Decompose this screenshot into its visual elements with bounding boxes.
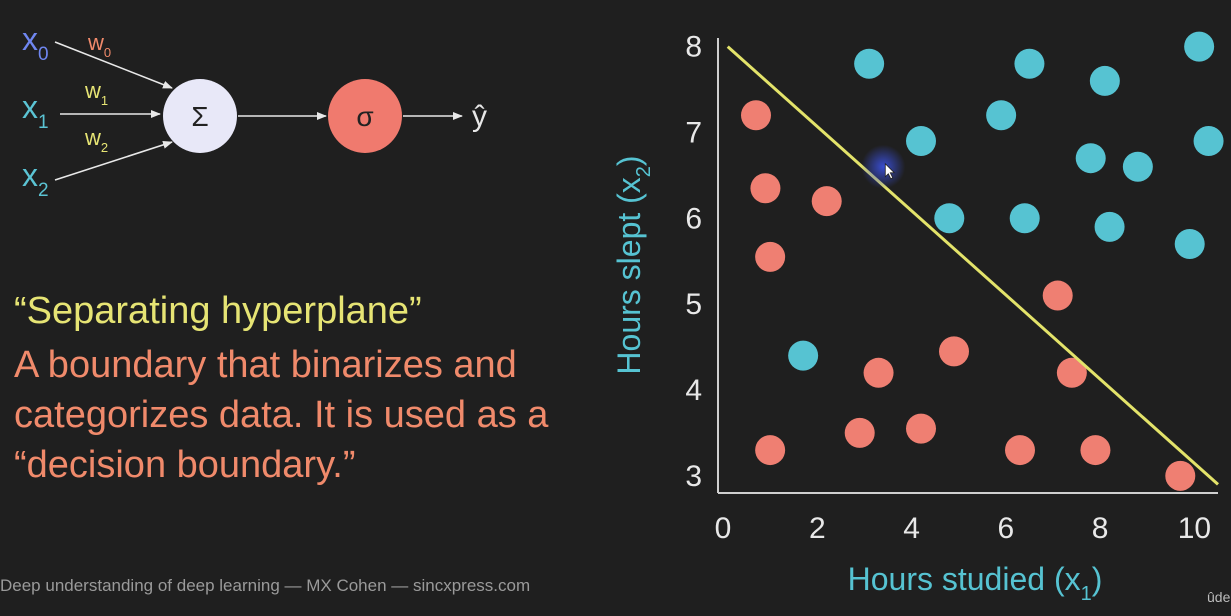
mouse-pointer-icon bbox=[884, 162, 896, 180]
y-tick-label: 3 bbox=[685, 460, 702, 493]
data-point-0-0 bbox=[854, 48, 885, 79]
x-tick-labels: 0 2 4 6 8 10 bbox=[715, 512, 1211, 545]
weight0-label: w0 bbox=[87, 30, 111, 60]
data-point-1-12 bbox=[1080, 435, 1111, 466]
activation-symbol: σ bbox=[356, 101, 373, 132]
data-point-0-6 bbox=[1075, 143, 1106, 174]
input2-arrow bbox=[54, 140, 173, 181]
decision-boundary-line bbox=[726, 45, 1219, 486]
boundary-layer bbox=[726, 45, 1219, 486]
sum-symbol: Σ bbox=[191, 101, 208, 132]
weight2-label: w2 bbox=[84, 125, 108, 155]
y-axis-label: Hours slept (x2) bbox=[611, 155, 655, 374]
x-tick-label: 4 bbox=[903, 512, 920, 545]
hyperplane-description: A boundary that binarizes and categorize… bbox=[14, 344, 549, 486]
hyperplane-title: “Separating hyperplane” bbox=[14, 290, 422, 332]
points-layer bbox=[741, 31, 1224, 491]
output-label: ŷ bbox=[472, 100, 487, 133]
data-point-1-9 bbox=[844, 417, 875, 448]
data-point-1-10 bbox=[906, 413, 936, 444]
data-point-0-12 bbox=[1174, 229, 1205, 260]
scatter-chart: 0 2 4 6 8 10 3 4 5 6 7 8 Hours studied (x1) Hours … bbox=[611, 31, 1224, 605]
data-point-1-8 bbox=[755, 435, 786, 466]
footer-credit: Deep understanding of deep learning — MX… bbox=[0, 576, 531, 595]
y-tick-label: 4 bbox=[685, 374, 702, 407]
cursor-highlight bbox=[861, 144, 906, 189]
data-point-0-8 bbox=[1193, 126, 1224, 157]
data-point-0-4 bbox=[906, 126, 936, 157]
data-point-1-7 bbox=[1056, 357, 1087, 388]
input2-label: x2 bbox=[22, 157, 49, 201]
data-point-1-4 bbox=[863, 357, 894, 388]
data-point-0-2 bbox=[1089, 65, 1120, 96]
data-point-0-10 bbox=[1009, 203, 1040, 234]
data-point-1-2 bbox=[811, 186, 842, 217]
input0-label: x0 bbox=[22, 21, 49, 65]
activation-node bbox=[328, 79, 402, 153]
weight1-label: w1 bbox=[84, 78, 108, 108]
data-point-0-7 bbox=[1122, 151, 1153, 182]
perceptron-diagram: x0 x1 x2 w0 w1 w2 Σ σ ŷ bbox=[22, 21, 487, 201]
data-point-0-13 bbox=[788, 340, 819, 371]
y-tick-labels: 3 4 5 6 7 8 bbox=[685, 31, 702, 493]
input1-label: x1 bbox=[22, 89, 49, 133]
y-tick-label: 6 bbox=[685, 202, 702, 235]
data-point-1-13 bbox=[1165, 460, 1196, 491]
data-point-0-11 bbox=[1094, 211, 1125, 242]
data-point-0-9 bbox=[934, 203, 965, 234]
input0-arrow bbox=[54, 41, 173, 89]
x-tick-label: 8 bbox=[1092, 512, 1109, 545]
cursor-layer bbox=[861, 144, 906, 189]
y-tick-label: 8 bbox=[685, 31, 702, 64]
y-tick-label: 7 bbox=[685, 116, 702, 149]
sum-node bbox=[163, 79, 237, 153]
data-point-1-1 bbox=[750, 173, 781, 204]
watermark-logo: ûde bbox=[1207, 589, 1231, 605]
data-point-1-6 bbox=[1042, 280, 1073, 311]
data-point-1-0 bbox=[741, 100, 771, 131]
y-tick-label: 5 bbox=[685, 288, 702, 321]
x-tick-label: 2 bbox=[809, 512, 826, 545]
data-point-1-11 bbox=[1005, 435, 1035, 466]
x-tick-label: 10 bbox=[1178, 512, 1211, 545]
data-point-0-5 bbox=[986, 100, 1017, 131]
data-point-0-1 bbox=[1014, 48, 1045, 79]
data-point-1-5 bbox=[939, 336, 969, 367]
x-tick-label: 0 bbox=[715, 512, 732, 545]
x-tick-label: 6 bbox=[998, 512, 1015, 545]
data-point-1-3 bbox=[755, 241, 786, 272]
x-axis-label: Hours studied (x1) bbox=[848, 561, 1103, 605]
data-point-0-3 bbox=[1184, 31, 1215, 62]
